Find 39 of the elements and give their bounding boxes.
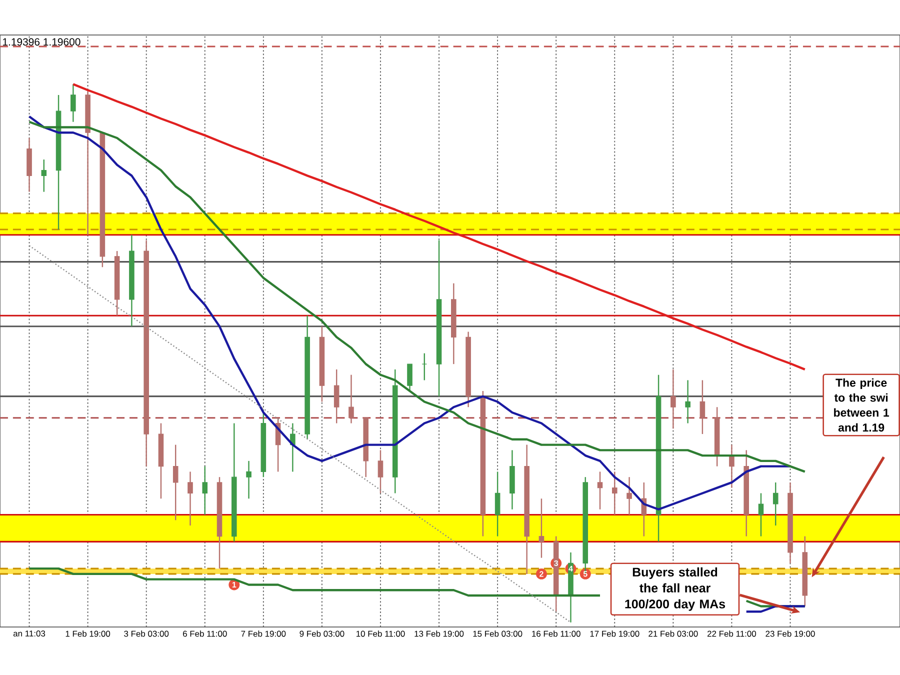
candlestick (172, 444, 178, 521)
candlestick (202, 466, 208, 516)
candlestick (246, 460, 252, 500)
x-tick-label: 17 Feb 19:00 (590, 630, 640, 637)
candlestick (612, 471, 618, 516)
candlestick (422, 352, 428, 381)
annotation: Buyers stalled the fall near 100/200 day MAs (625, 567, 726, 611)
x-tick-label: 3 Feb 03:00 (124, 630, 169, 637)
x-tick-label: 21 Feb 03:00 (648, 630, 698, 637)
candlestick (70, 84, 76, 122)
text: 1.19396 1.19600 (2, 38, 80, 46)
x-tick-label: 23 Feb 19:00 (766, 630, 815, 637)
candlestick (334, 368, 340, 424)
candlestick (729, 444, 734, 488)
candlestick (685, 380, 690, 424)
candlestick (407, 363, 412, 392)
candlestick (538, 498, 544, 558)
candlestick (772, 482, 778, 526)
x-tick-label: 13 Feb 19:00 (414, 630, 464, 637)
candlestick (378, 450, 384, 494)
x-tick-label: 16 Feb 11:00 (532, 630, 580, 637)
x-tick-label: 15 Feb 03:00 (473, 630, 522, 637)
x-tick-label: 10 Feb 11:00 (356, 630, 405, 637)
x-tick-label: an 11:03 (13, 630, 46, 637)
candlestick (494, 471, 500, 537)
x-tick-label: 22 Feb 11:00 (708, 630, 756, 637)
x-tick-label: 7 Feb 19:00 (241, 630, 286, 637)
x-tick-label: 6 Feb 11:00 (183, 630, 227, 637)
candlestick (348, 374, 354, 424)
candlestick (41, 158, 47, 192)
candlestick (758, 492, 764, 537)
candlestick (670, 368, 676, 430)
candlestick (597, 471, 603, 510)
x-tick-label: 9 Feb 03:00 (300, 630, 344, 637)
text: The price to the swi between 1 and 1.19 (834, 378, 889, 432)
candlestick (700, 380, 706, 435)
candlestick (626, 476, 632, 516)
x-tick-label: 1 Feb 19:00 (66, 630, 110, 637)
candlestick (188, 471, 193, 526)
